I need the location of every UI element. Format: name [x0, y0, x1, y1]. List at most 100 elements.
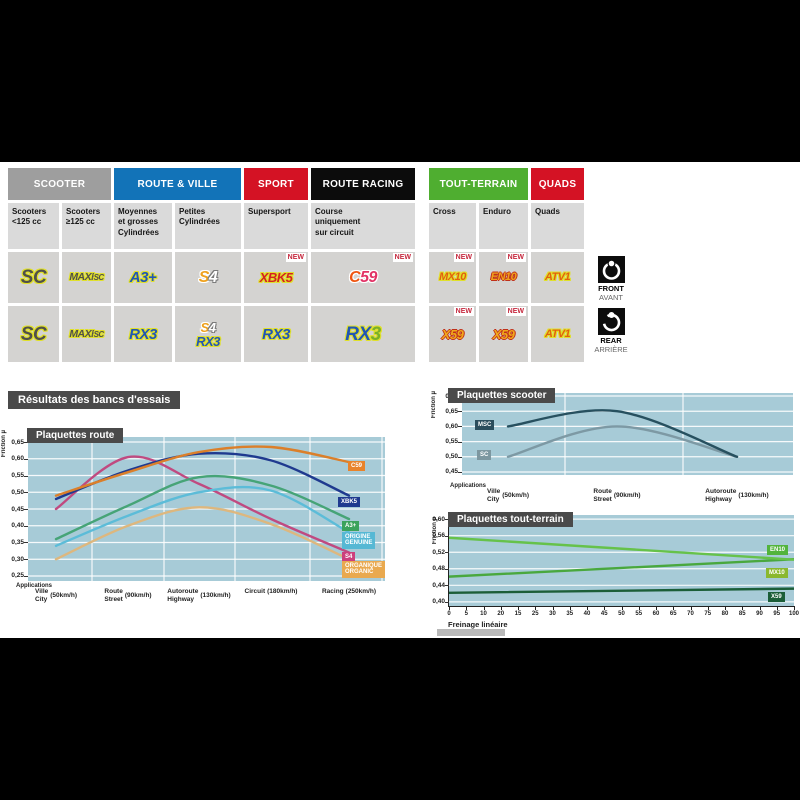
series-badge-organique-organic: ORGANIQUE ORGANIC	[342, 561, 386, 578]
y-tick-mark	[24, 442, 28, 444]
product-cell-front: NEW EN10	[479, 252, 528, 303]
series-badge-a3-: A3+	[342, 521, 360, 531]
y-tick-label: 0,50	[11, 488, 24, 496]
x-tick-label: 40	[583, 611, 591, 617]
y-tick-label: 0,40	[11, 522, 24, 530]
x-category-label: Ville City (50km/h)	[35, 588, 77, 603]
new-badge: NEW	[392, 253, 413, 262]
y-tick-label: 0,60	[11, 455, 24, 463]
x-tick-mark	[466, 606, 468, 610]
x-tick-mark	[552, 606, 554, 610]
product-logo-rx3: RX3	[196, 333, 220, 349]
y-tick-label: 0,55	[445, 438, 458, 446]
y-tick-label: 0,65	[445, 407, 458, 415]
product-cell-rear: S 4 RX3	[175, 306, 241, 362]
x-tick-label: 100	[788, 611, 800, 617]
rear-marker: REAR ARRIÈRE	[588, 308, 634, 354]
product-cell-front: A3+	[114, 252, 172, 303]
tt-ylabel: Friction µ	[432, 517, 438, 545]
category-header-route-ville: ROUTE & VILLE	[114, 168, 241, 200]
subcategory-header: Quads	[531, 203, 584, 249]
series-line-c59	[54, 445, 351, 497]
series-badge-xbk5: XBK5	[338, 497, 361, 507]
y-tick-label: 0,48	[432, 565, 445, 573]
product-cell-rear: MAXI SC	[62, 306, 111, 362]
subcategory-header: Scooters <125 cc	[8, 203, 59, 249]
rear-disc-icon	[597, 308, 625, 335]
series-line-en10	[449, 536, 794, 561]
series-line-s4	[54, 455, 351, 554]
x-tick-label: 25	[531, 611, 539, 617]
subcategory-header: Enduro	[479, 203, 528, 249]
x-tick-mark	[707, 606, 709, 610]
y-tick-mark	[458, 471, 462, 473]
y-tick-label: 0,55	[11, 472, 24, 479]
subcategory-header: Moyennes et grosses Cylindrées	[114, 203, 172, 249]
category-header-tout-terrain: TOUT-TERRAIN	[429, 168, 528, 200]
x-tick-mark	[483, 606, 485, 610]
content-area: SCOOTER ROUTE & VILLE SPORT ROUTE RACING TOU…	[0, 162, 800, 638]
x-tick-label: 70	[687, 611, 694, 617]
x-tick-label: 55	[635, 611, 643, 617]
product-logo-sc: SC	[20, 323, 47, 345]
y-tick-label: 0,35	[11, 538, 24, 546]
subcategory-header: Cross	[429, 203, 476, 249]
route-chart-title: Plaquettes route	[27, 428, 124, 443]
x-tick-label: 15	[514, 611, 522, 617]
product-cell-front: MAXI SC	[62, 252, 111, 303]
x-category-label: Autoroute Highway (130km/h)	[167, 588, 231, 603]
product-logo-maxisc: MAXI SC	[69, 327, 104, 340]
y-tick-mark	[24, 475, 28, 477]
product-logo-mx10: MX10	[439, 271, 466, 283]
new-badge: NEW	[505, 253, 526, 262]
series-badge-s4: S4	[342, 552, 356, 562]
x-tick-mark	[535, 606, 537, 610]
x-tick-mark	[587, 606, 588, 610]
product-cell-front: NEW C 59	[311, 252, 415, 303]
new-badge: NEW	[453, 253, 474, 262]
y-tick-label: 0,52	[432, 548, 445, 556]
category-header-scooter: SCOOTER	[8, 168, 111, 200]
x-tick-mark	[776, 606, 778, 610]
subcategory-header: Course uniquement sur circuit	[311, 203, 415, 249]
x-tick-mark	[794, 606, 795, 610]
product-logo-xbk5: XBK5	[259, 270, 293, 285]
chart-route: 0,65 0,60 0,55 0,50 0,45 0,40 0,35 0,30 0,25 C59 X…	[11, 437, 386, 603]
x-tick-mark	[638, 606, 640, 610]
x-tick-mark	[621, 606, 623, 610]
y-tick-mark	[24, 575, 28, 577]
y-tick-label: 0,40	[432, 598, 445, 606]
y-tick-label: 0,65	[11, 438, 24, 446]
y-tick-mark	[445, 585, 449, 587]
x-tick-mark	[656, 606, 657, 610]
x-tick-mark	[759, 606, 761, 610]
subcategory-header: Scooters ≥125 cc	[62, 203, 111, 249]
tt-chart-title: Plaquettes tout-terrain	[448, 512, 573, 527]
y-tick-mark	[24, 525, 28, 527]
series-badge-sc: SC	[477, 450, 492, 460]
product-logo-atv1: ATV1	[544, 271, 571, 283]
category-header-sport: SPORT	[244, 168, 308, 200]
y-tick-label: 0,45	[11, 505, 24, 513]
series-line-organique-organic	[54, 506, 351, 561]
category-header-route-racing: ROUTE RACING	[311, 168, 415, 200]
x-category-label: Autoroute Highway (130km/h)	[705, 488, 769, 503]
y-tick-mark	[458, 441, 462, 443]
product-logo-x59: X59	[492, 326, 515, 342]
results-title: Résultats des bancs d'essais	[8, 391, 181, 409]
y-tick-mark	[445, 568, 449, 570]
x-tick-label: 50	[618, 611, 625, 617]
y-tick-mark	[24, 509, 28, 510]
cropped-element-stub	[437, 629, 505, 636]
product-logo-x59: X59	[441, 326, 464, 342]
x-category-label: Circuit (180km/h)	[244, 588, 298, 596]
x-tick-mark	[518, 606, 519, 610]
x-tick-label: 75	[704, 611, 712, 617]
product-logo-atv1: ATV1	[544, 327, 571, 340]
y-tick-label: 0,44	[432, 581, 445, 589]
product-cell-front: NEW MX10	[429, 252, 476, 303]
x-tick-mark	[500, 606, 502, 610]
scooter-chart-title: Plaquettes scooter	[448, 388, 556, 403]
